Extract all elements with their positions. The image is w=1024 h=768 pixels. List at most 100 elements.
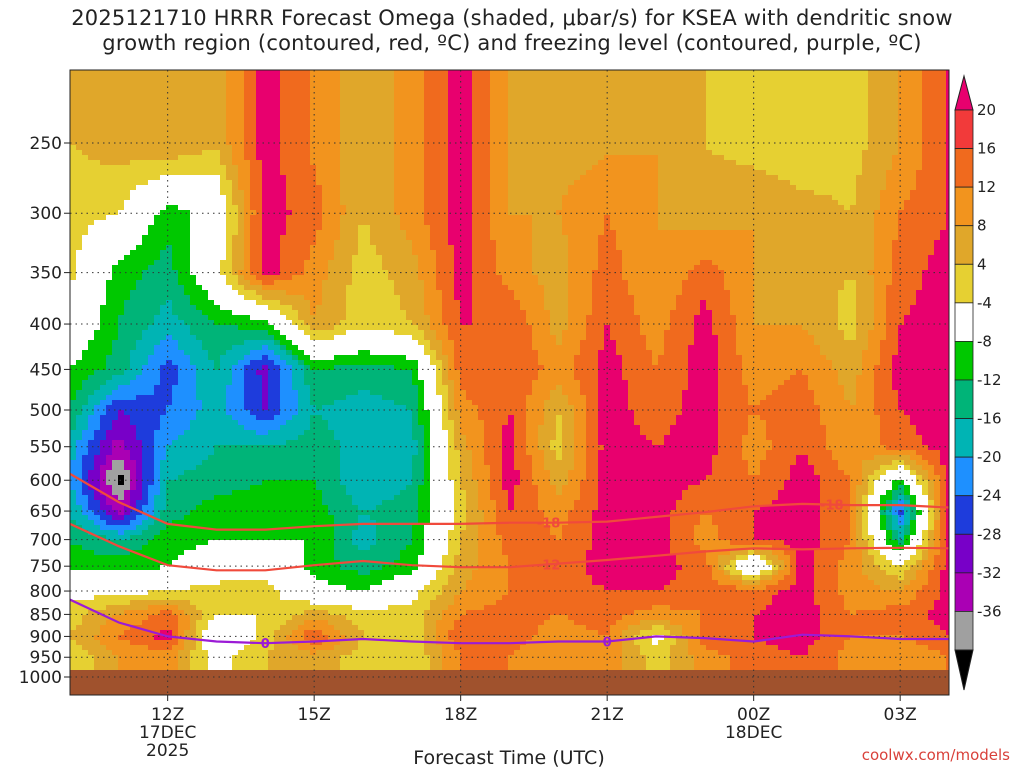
- omega-cell: [598, 175, 605, 181]
- omega-cell: [124, 235, 131, 241]
- omega-cell: [586, 155, 593, 161]
- omega-cell: [520, 225, 527, 231]
- omega-cell: [418, 175, 425, 181]
- omega-cell: [880, 70, 887, 76]
- omega-cell: [484, 180, 491, 186]
- omega-cell: [226, 180, 233, 186]
- omega-cell: [634, 215, 641, 221]
- omega-cell: [928, 80, 935, 86]
- omega-cell: [508, 115, 515, 121]
- omega-cell: [448, 140, 455, 146]
- omega-cell: [280, 230, 287, 236]
- omega-cell: [364, 105, 371, 111]
- omega-cell: [886, 205, 893, 211]
- omega-cell: [388, 195, 395, 201]
- omega-cell: [244, 155, 251, 161]
- omega-cell: [346, 130, 353, 136]
- omega-cell: [886, 190, 893, 196]
- omega-cell: [658, 185, 665, 191]
- omega-cell: [862, 125, 869, 131]
- omega-cell: [358, 150, 365, 156]
- omega-cell: [910, 210, 917, 216]
- omega-cell: [328, 235, 335, 241]
- omega-cell: [712, 140, 719, 146]
- omega-cell: [568, 110, 575, 116]
- omega-cell: [730, 195, 737, 201]
- omega-cell: [808, 185, 815, 191]
- omega-cell: [292, 70, 299, 76]
- omega-cell: [826, 160, 833, 166]
- omega-cell: [304, 95, 311, 101]
- omega-cell: [934, 230, 941, 236]
- omega-cell: [874, 115, 881, 121]
- omega-cell: [322, 105, 329, 111]
- omega-cell: [718, 150, 725, 156]
- omega-cell: [646, 140, 653, 146]
- omega-cell: [220, 185, 227, 191]
- omega-cell: [610, 155, 617, 161]
- omega-cell: [418, 165, 425, 171]
- omega-cell: [898, 105, 905, 111]
- omega-cell: [916, 180, 923, 186]
- omega-cell: [448, 195, 455, 201]
- omega-cell: [664, 120, 671, 126]
- omega-cell: [526, 130, 533, 136]
- omega-cell: [232, 150, 239, 156]
- omega-cell: [286, 205, 293, 211]
- omega-cell: [646, 70, 653, 76]
- omega-cell: [610, 230, 617, 236]
- omega-cell: [874, 155, 881, 161]
- omega-cell: [634, 200, 641, 206]
- omega-cell: [910, 180, 917, 186]
- omega-cell: [316, 90, 323, 96]
- omega-cell: [304, 110, 311, 116]
- omega-cell: [448, 75, 455, 81]
- omega-cell: [484, 235, 491, 241]
- omega-cell: [676, 120, 683, 126]
- omega-cell: [664, 195, 671, 201]
- omega-cell: [868, 225, 875, 231]
- omega-cell: [802, 90, 809, 96]
- omega-cell: [916, 160, 923, 166]
- omega-cell: [634, 185, 641, 191]
- omega-cell: [298, 235, 305, 241]
- omega-cell: [160, 75, 167, 81]
- omega-cell: [250, 130, 257, 136]
- omega-cell: [646, 135, 653, 141]
- omega-cell: [370, 130, 377, 136]
- omega-cell: [76, 100, 83, 106]
- omega-cell: [910, 175, 917, 181]
- omega-cell: [814, 75, 821, 81]
- omega-cell: [304, 225, 311, 231]
- omega-cell: [388, 215, 395, 221]
- omega-cell: [652, 185, 659, 191]
- omega-cell: [94, 205, 101, 211]
- omega-cell: [88, 135, 95, 141]
- omega-cell: [790, 85, 797, 91]
- omega-cell: [136, 115, 143, 121]
- omega-cell: [226, 205, 233, 211]
- omega-cell: [862, 165, 869, 171]
- omega-cell: [154, 230, 161, 236]
- omega-cell: [736, 150, 743, 156]
- omega-cell: [316, 70, 323, 76]
- omega-cell: [610, 145, 617, 151]
- omega-cell: [550, 225, 557, 231]
- omega-cell: [262, 85, 269, 91]
- omega-cell: [592, 75, 599, 81]
- omega-cell: [592, 155, 599, 161]
- omega-cell: [220, 80, 227, 86]
- omega-cell: [484, 195, 491, 201]
- omega-cell: [724, 135, 731, 141]
- omega-cell: [268, 135, 275, 141]
- omega-cell: [562, 115, 569, 121]
- omega-cell: [484, 190, 491, 196]
- omega-cell: [592, 85, 599, 91]
- omega-cell: [682, 235, 689, 241]
- omega-cell: [718, 130, 725, 136]
- omega-cell: [424, 125, 431, 131]
- omega-cell: [280, 235, 287, 241]
- omega-cell: [556, 90, 563, 96]
- omega-cell: [484, 175, 491, 181]
- omega-cell: [646, 95, 653, 101]
